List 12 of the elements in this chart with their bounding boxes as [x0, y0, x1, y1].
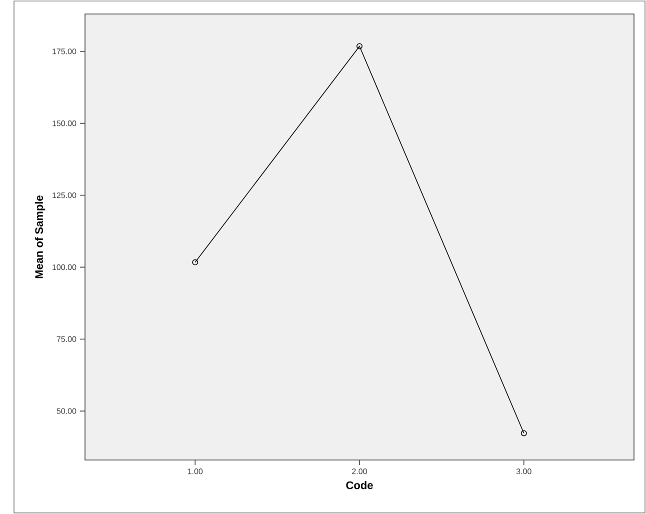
y-tick-label: 125.00 — [52, 192, 76, 198]
y-tick-label: 50.00 — [56, 408, 76, 414]
y-axis-title: Mean of Sample — [34, 196, 46, 278]
x-tick-label: 3.00 — [516, 468, 532, 474]
x-axis-title: Code — [346, 481, 373, 490]
y-tick-label: 100.00 — [52, 264, 76, 270]
y-tick-label: 175.00 — [52, 48, 76, 54]
x-tick-label: 2.00 — [352, 468, 367, 474]
y-tick-label: 150.00 — [52, 120, 76, 126]
y-tick-label: 75.00 — [56, 336, 76, 342]
point — [356, 43, 362, 50]
x-tick-label: 1.00 — [188, 468, 203, 474]
